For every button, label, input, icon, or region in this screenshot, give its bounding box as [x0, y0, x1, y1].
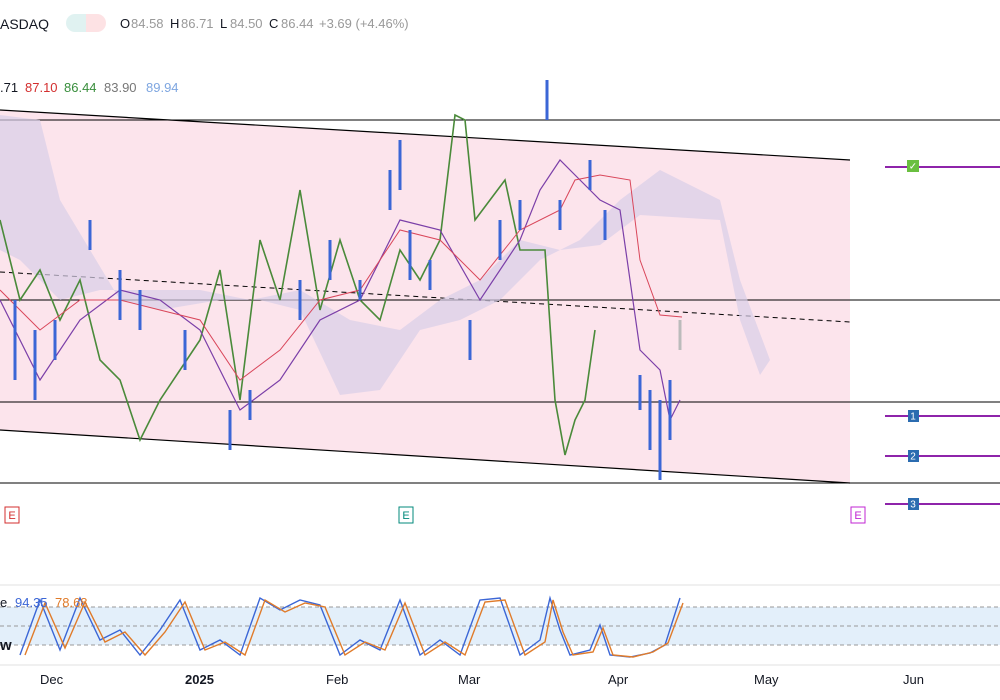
cloud: [0, 115, 770, 395]
target-box: [908, 498, 919, 510]
conversion-line: [0, 174, 683, 381]
candles: [13, 80, 672, 480]
base-line: [0, 159, 681, 422]
channel-bottom: [0, 429, 851, 484]
check-box: [907, 160, 919, 172]
earnings-label: E: [8, 510, 15, 522]
osc-k: [19, 595, 681, 658]
lagging-line: [0, 113, 596, 456]
earnings-badge: [398, 506, 414, 524]
target-label: 2: [910, 452, 916, 463]
earnings-label: E: [402, 510, 409, 522]
target-box: [908, 410, 919, 422]
target-box: [908, 450, 919, 462]
target-label: 1: [910, 412, 916, 423]
earnings-label: E: [854, 510, 861, 522]
earnings-badge: [850, 506, 866, 524]
osc-d: [24, 598, 684, 658]
check-mark: ✓: [909, 162, 917, 173]
osc-levels: [0, 606, 1000, 646]
earnings-badge: [4, 506, 20, 524]
target-lines: [885, 166, 1000, 505]
target-label: 3: [910, 500, 916, 511]
channel-mid: [0, 271, 851, 323]
channel-top: [0, 109, 851, 161]
